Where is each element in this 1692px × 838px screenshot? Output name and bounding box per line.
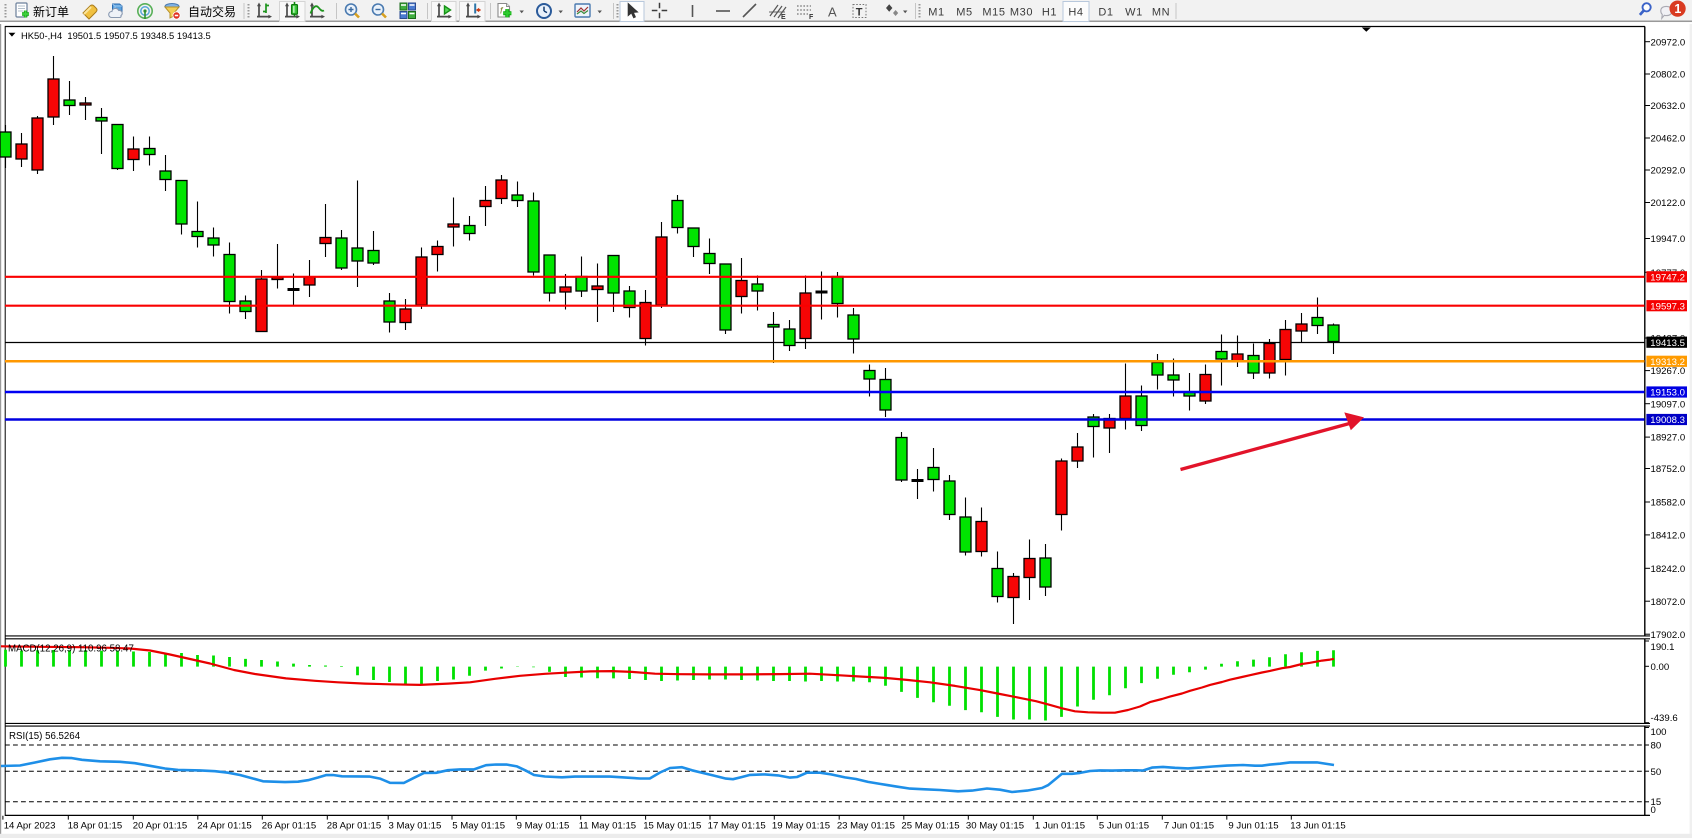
svg-text:A: A	[828, 5, 837, 20]
svg-text:18752.0: 18752.0	[1651, 464, 1686, 475]
svg-text:19413.5: 19413.5	[1650, 338, 1685, 349]
svg-text:MACD(12,26,9) 110.96 58.47: MACD(12,26,9) 110.96 58.47	[8, 644, 134, 655]
svg-text:M5: M5	[956, 7, 972, 19]
svg-text:18 Apr 01:15: 18 Apr 01:15	[68, 821, 122, 832]
svg-text:新订单: 新订单	[33, 4, 69, 19]
svg-text:20632.0: 20632.0	[1651, 101, 1686, 112]
svg-text:F: F	[809, 14, 814, 21]
svg-text:5 May 01:15: 5 May 01:15	[452, 821, 505, 832]
svg-text:18582.0: 18582.0	[1651, 498, 1686, 509]
svg-text:19097.0: 19097.0	[1651, 399, 1686, 410]
svg-text:自动交易: 自动交易	[188, 4, 236, 19]
svg-text:W1: W1	[1125, 7, 1143, 19]
svg-text:7 Jun 01:15: 7 Jun 01:15	[1164, 821, 1214, 832]
svg-text:14 Apr 2023: 14 Apr 2023	[4, 821, 56, 832]
svg-text:190.1: 190.1	[1651, 642, 1675, 653]
svg-text:20 Apr 01:15: 20 Apr 01:15	[133, 821, 187, 832]
svg-text:18927.0: 18927.0	[1651, 433, 1686, 444]
svg-text:25 May 01:15: 25 May 01:15	[901, 821, 959, 832]
svg-text:5 Jun 01:15: 5 Jun 01:15	[1099, 821, 1149, 832]
svg-text:15: 15	[1651, 797, 1662, 808]
svg-text:9 Jun 01:15: 9 Jun 01:15	[1228, 821, 1278, 832]
svg-text:18072.0: 18072.0	[1651, 597, 1686, 608]
svg-text:28 Apr 01:15: 28 Apr 01:15	[327, 821, 381, 832]
svg-text:18412.0: 18412.0	[1651, 531, 1686, 542]
svg-text:11 May 01:15: 11 May 01:15	[579, 821, 636, 832]
svg-text:17 May 01:15: 17 May 01:15	[708, 821, 766, 832]
svg-text:13 Jun 01:15: 13 Jun 01:15	[1290, 821, 1345, 832]
svg-text:E: E	[781, 14, 786, 21]
svg-text:24 Apr 01:15: 24 Apr 01:15	[197, 821, 251, 832]
svg-text:D1: D1	[1098, 7, 1113, 19]
svg-text:H4: H4	[1068, 7, 1083, 19]
svg-text:80: 80	[1651, 741, 1662, 752]
svg-text:19267.0: 19267.0	[1651, 366, 1686, 377]
svg-text:-439.6: -439.6	[1651, 713, 1678, 724]
svg-text:9 May 01:15: 9 May 01:15	[517, 821, 570, 832]
svg-text:0.00: 0.00	[1651, 662, 1670, 673]
svg-text:19153.0: 19153.0	[1650, 388, 1685, 399]
svg-text:1: 1	[1674, 2, 1681, 16]
svg-text:23 May 01:15: 23 May 01:15	[837, 821, 895, 832]
svg-text:RSI(15) 56.5264: RSI(15) 56.5264	[9, 731, 81, 742]
svg-text:M15: M15	[982, 7, 1005, 19]
svg-text:19008.3: 19008.3	[1650, 415, 1685, 426]
svg-text:17902.0: 17902.0	[1651, 630, 1686, 641]
svg-text:0: 0	[1651, 805, 1656, 816]
svg-text:HK50-,H4 19501.5 19507.5 1934: HK50-,H4 19501.5 19507.5 19348.5 19413.5	[21, 30, 211, 41]
svg-text:30 May 01:15: 30 May 01:15	[966, 821, 1024, 832]
svg-text:20122.0: 20122.0	[1651, 198, 1686, 209]
svg-text:100: 100	[1651, 727, 1667, 738]
svg-text:MN: MN	[1152, 7, 1170, 19]
svg-text:M30: M30	[1010, 7, 1033, 19]
svg-text:H1: H1	[1042, 7, 1057, 19]
svg-text:19947.0: 19947.0	[1651, 234, 1686, 245]
svg-text:15 May 01:15: 15 May 01:15	[643, 821, 701, 832]
svg-text:20462.0: 20462.0	[1651, 134, 1686, 145]
svg-text:M1: M1	[928, 7, 944, 19]
svg-text:3 May 01:15: 3 May 01:15	[388, 821, 441, 832]
svg-text:f: f	[500, 6, 504, 16]
svg-text:20972.0: 20972.0	[1651, 37, 1686, 48]
svg-text:50: 50	[1651, 767, 1662, 778]
svg-text:19 May 01:15: 19 May 01:15	[772, 821, 830, 832]
svg-text:19747.2: 19747.2	[1650, 272, 1685, 283]
svg-text:T: T	[856, 7, 863, 19]
svg-text:20292.0: 20292.0	[1651, 166, 1686, 177]
svg-text:20802.0: 20802.0	[1651, 70, 1686, 81]
svg-text:19597.3: 19597.3	[1650, 301, 1685, 312]
svg-text:26 Apr 01:15: 26 Apr 01:15	[262, 821, 316, 832]
svg-text:19313.2: 19313.2	[1650, 357, 1685, 368]
svg-text:18242.0: 18242.0	[1651, 564, 1686, 575]
svg-text:1 Jun 01:15: 1 Jun 01:15	[1035, 821, 1085, 832]
